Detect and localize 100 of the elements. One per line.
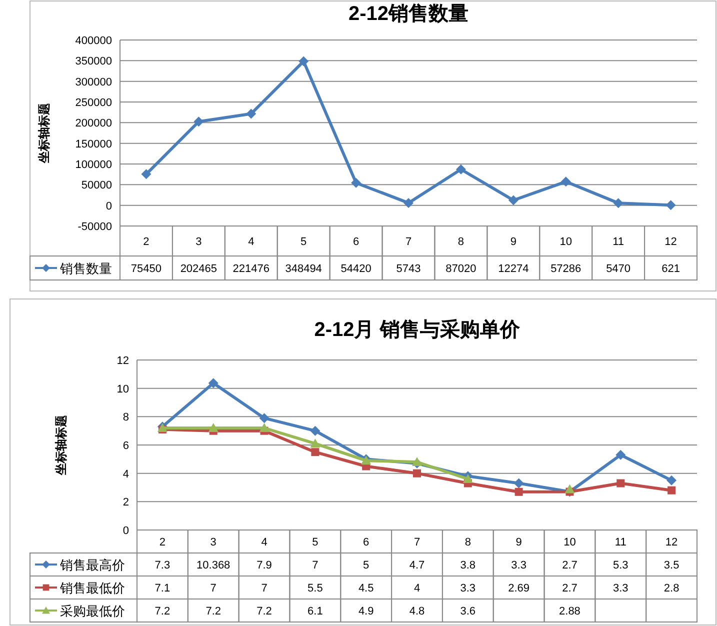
y-tick-label: 300000 bbox=[75, 76, 112, 88]
x-tick-label: 3 bbox=[210, 536, 216, 548]
data-label: 12274 bbox=[498, 263, 529, 275]
point bbox=[194, 116, 204, 127]
x-tick-label: 5 bbox=[300, 236, 307, 248]
point bbox=[310, 438, 320, 448]
x-tick-label: 11 bbox=[614, 536, 626, 548]
data-label: 4.7 bbox=[409, 560, 425, 572]
data-label: 7 bbox=[210, 582, 216, 594]
data-label: 5470 bbox=[606, 263, 631, 275]
x-tick-label: 10 bbox=[564, 536, 576, 548]
data-label: 57286 bbox=[550, 263, 582, 275]
point bbox=[413, 469, 421, 478]
data-label: 7.3 bbox=[154, 560, 170, 572]
data-label: 4.9 bbox=[358, 606, 374, 618]
y-tick-label: 12 bbox=[116, 355, 129, 367]
data-label: 2.8 bbox=[664, 582, 680, 594]
point bbox=[666, 200, 676, 210]
x-tick-label: 12 bbox=[665, 536, 678, 548]
chart-title: 2-12销售数量 bbox=[348, 3, 469, 25]
y-tick-label: 10 bbox=[116, 383, 129, 396]
data-label: 75450 bbox=[130, 263, 162, 275]
x-tick-label: 5 bbox=[312, 536, 318, 548]
data-label: 7 bbox=[312, 560, 318, 572]
point bbox=[259, 423, 270, 432]
point bbox=[616, 479, 625, 488]
data-label: 3.8 bbox=[460, 560, 476, 572]
point bbox=[141, 169, 152, 180]
x-tick-label: 11 bbox=[612, 236, 624, 248]
legend-label: 销售最高价 bbox=[59, 558, 125, 572]
data-label: 202465 bbox=[180, 263, 218, 275]
data-label: 7.1 bbox=[154, 582, 170, 594]
point bbox=[404, 198, 414, 208]
data-label: 4.5 bbox=[358, 582, 374, 594]
data-label: 87020 bbox=[446, 263, 476, 275]
x-tick-label: 2 bbox=[143, 236, 150, 248]
y-tick-label: 0 bbox=[106, 200, 112, 212]
data-label: 7 bbox=[261, 582, 268, 594]
data-label: 2.7 bbox=[562, 560, 578, 572]
data-label: 5743 bbox=[396, 263, 421, 275]
point bbox=[298, 56, 309, 66]
data-label: 221476 bbox=[232, 263, 270, 275]
point bbox=[311, 448, 320, 456]
y-tick-label: 400000 bbox=[75, 35, 112, 47]
y-axis-title: 坐标轴标题 bbox=[37, 103, 51, 164]
y-tick-label: 150000 bbox=[75, 138, 112, 150]
data-label: 5.3 bbox=[612, 560, 628, 572]
point bbox=[560, 176, 571, 187]
data-label: 3.5 bbox=[664, 560, 680, 572]
data-label: 54420 bbox=[340, 263, 372, 275]
x-tick-label: 8 bbox=[464, 536, 471, 548]
point bbox=[668, 486, 676, 494]
y-tick-label: 8 bbox=[122, 412, 129, 424]
x-tick-label: 4 bbox=[248, 236, 254, 248]
data-label: 4.8 bbox=[409, 606, 425, 618]
data-label: 4 bbox=[414, 582, 420, 594]
point bbox=[208, 423, 218, 432]
x-tick-label: 3 bbox=[196, 236, 202, 248]
y-tick-label: 350000 bbox=[75, 56, 112, 68]
data-label: 3.3 bbox=[612, 582, 628, 594]
point bbox=[259, 413, 270, 424]
chart-title: 2-12月 销售与采购单价 bbox=[314, 318, 521, 341]
data-label: 6.1 bbox=[308, 606, 323, 618]
x-tick-label: 7 bbox=[414, 536, 420, 548]
x-tick-label: 9 bbox=[510, 236, 516, 248]
data-label: 10.368 bbox=[196, 560, 230, 572]
data-label: 2.69 bbox=[508, 582, 530, 594]
y-tick-label: 250000 bbox=[75, 97, 112, 109]
point bbox=[666, 475, 677, 486]
legend-label: 销售数量 bbox=[59, 261, 112, 276]
y-tick-label: 4 bbox=[122, 468, 129, 480]
x-tick-label: 6 bbox=[352, 236, 360, 248]
data-label: 3.6 bbox=[460, 606, 476, 618]
y-tick-label: 100000 bbox=[75, 159, 112, 171]
data-label: 7.2 bbox=[154, 606, 170, 618]
data-label: 5.5 bbox=[308, 582, 323, 594]
y-tick-label: 2 bbox=[122, 496, 129, 509]
data-label: 5 bbox=[363, 560, 370, 572]
point bbox=[462, 474, 473, 483]
y-tick-label: 0 bbox=[122, 525, 129, 537]
x-tick-label: 8 bbox=[458, 236, 464, 248]
point bbox=[514, 488, 523, 496]
point bbox=[564, 484, 575, 494]
y-axis-title: 坐标轴标题 bbox=[54, 415, 68, 476]
point bbox=[208, 378, 218, 388]
point bbox=[514, 478, 524, 488]
data-label: 7.9 bbox=[256, 560, 272, 572]
data-label: 2.88 bbox=[559, 606, 580, 618]
data-label: 2.7 bbox=[562, 582, 578, 594]
x-tick-label: 10 bbox=[560, 236, 572, 248]
point bbox=[351, 178, 362, 188]
point bbox=[613, 198, 624, 208]
y-tick-label: -50000 bbox=[78, 221, 112, 233]
legend-label: 销售最低价 bbox=[59, 580, 125, 596]
x-tick-label: 6 bbox=[363, 536, 370, 548]
y-tick-label: 50000 bbox=[81, 180, 112, 192]
x-tick-label: 4 bbox=[261, 536, 268, 548]
point bbox=[412, 457, 422, 466]
x-tick-label: 12 bbox=[664, 236, 677, 248]
point bbox=[616, 450, 626, 460]
